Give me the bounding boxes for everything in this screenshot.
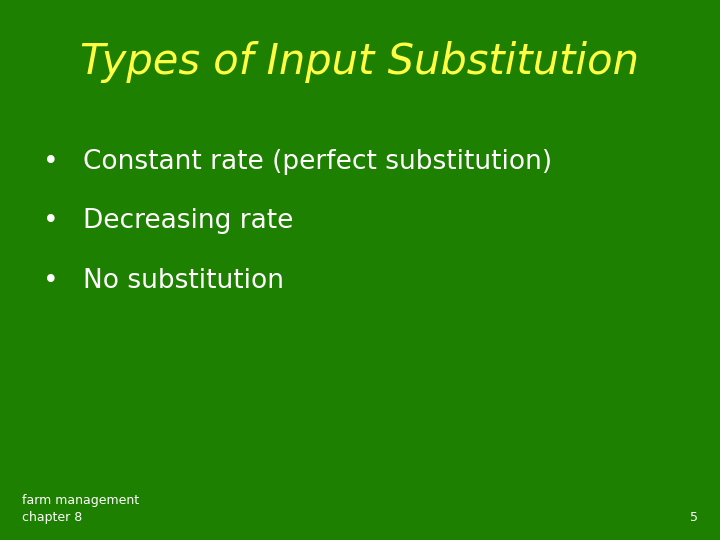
Text: farm management
chapter 8: farm management chapter 8 xyxy=(22,494,139,524)
Text: Decreasing rate: Decreasing rate xyxy=(83,208,293,234)
Text: •: • xyxy=(43,208,59,234)
Text: Types of Input Substitution: Types of Input Substitution xyxy=(81,41,639,83)
Text: No substitution: No substitution xyxy=(83,268,284,294)
Text: •: • xyxy=(43,149,59,175)
Text: Constant rate (perfect substitution): Constant rate (perfect substitution) xyxy=(83,149,552,175)
Text: 5: 5 xyxy=(690,511,698,524)
Text: •: • xyxy=(43,268,59,294)
